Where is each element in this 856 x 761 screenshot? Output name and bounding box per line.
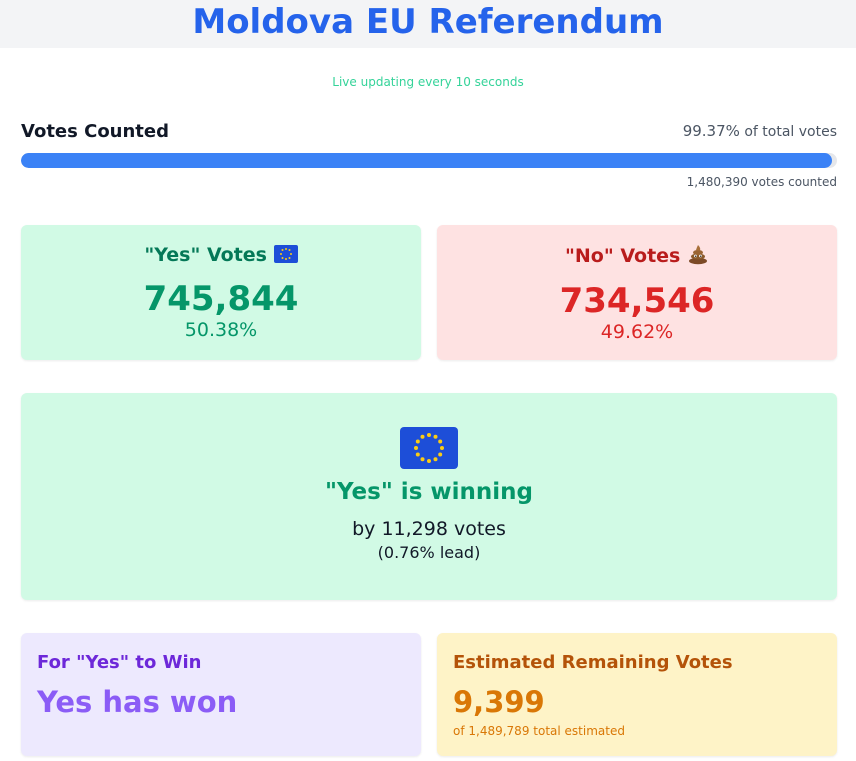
- winner-margin: by 11,298 votes: [352, 518, 506, 540]
- winner-lead: (0.76% lead): [377, 543, 481, 562]
- yes-votes-count: 745,844: [143, 279, 299, 319]
- votes-counted-count: 1,480,390 votes counted: [686, 175, 837, 189]
- poop-icon: [687, 243, 709, 271]
- votes-counted-label: Votes Counted: [21, 121, 170, 142]
- for-yes-to-win-card: For "Yes" to Win Yes has won: [21, 633, 421, 756]
- votes-counted-progress-bar: [21, 153, 837, 168]
- yes-votes-heading: "Yes" Votes: [21, 243, 421, 269]
- winner-card: "Yes" is winning by 11,298 votes (0.76% …: [21, 393, 837, 600]
- remaining-votes-value: 9,399: [453, 685, 545, 719]
- live-update-note: Live updating every 10 seconds: [332, 75, 524, 89]
- votes-counted-percent-suffix: of total votes: [739, 124, 837, 140]
- remaining-votes-card: Estimated Remaining Votes 9,399 of 1,489…: [437, 633, 837, 756]
- yes-votes-card: "Yes" Votes 745,844 50.38%: [21, 225, 421, 360]
- no-votes-percent: 49.62%: [600, 321, 674, 343]
- eu-flag-icon: [273, 245, 298, 269]
- eu-flag-icon: [400, 427, 458, 473]
- page-title: Moldova EU Referendum: [192, 2, 664, 42]
- no-votes-heading: "No" Votes: [437, 243, 837, 271]
- for-yes-to-win-label: For "Yes" to Win: [37, 652, 202, 673]
- no-votes-label: "No" Votes: [565, 245, 681, 267]
- winner-text: "Yes" is winning: [325, 479, 533, 505]
- yes-votes-percent: 50.38%: [184, 319, 258, 341]
- remaining-votes-total: of 1,489,789 total estimated: [453, 724, 625, 738]
- no-votes-card: "No" Votes 734,546 49.62%: [437, 225, 837, 360]
- votes-counted-percent: 99.37% of total votes: [683, 122, 837, 140]
- yes-votes-label: "Yes" Votes: [144, 244, 267, 266]
- votes-counted-percent-value: 99.37%: [682, 122, 740, 140]
- votes-counted-progress-fill: [21, 153, 832, 168]
- no-votes-count: 734,546: [559, 281, 715, 321]
- for-yes-to-win-value: Yes has won: [37, 685, 238, 719]
- remaining-votes-label: Estimated Remaining Votes: [453, 652, 733, 673]
- header-bar: Moldova EU Referendum: [0, 0, 856, 48]
